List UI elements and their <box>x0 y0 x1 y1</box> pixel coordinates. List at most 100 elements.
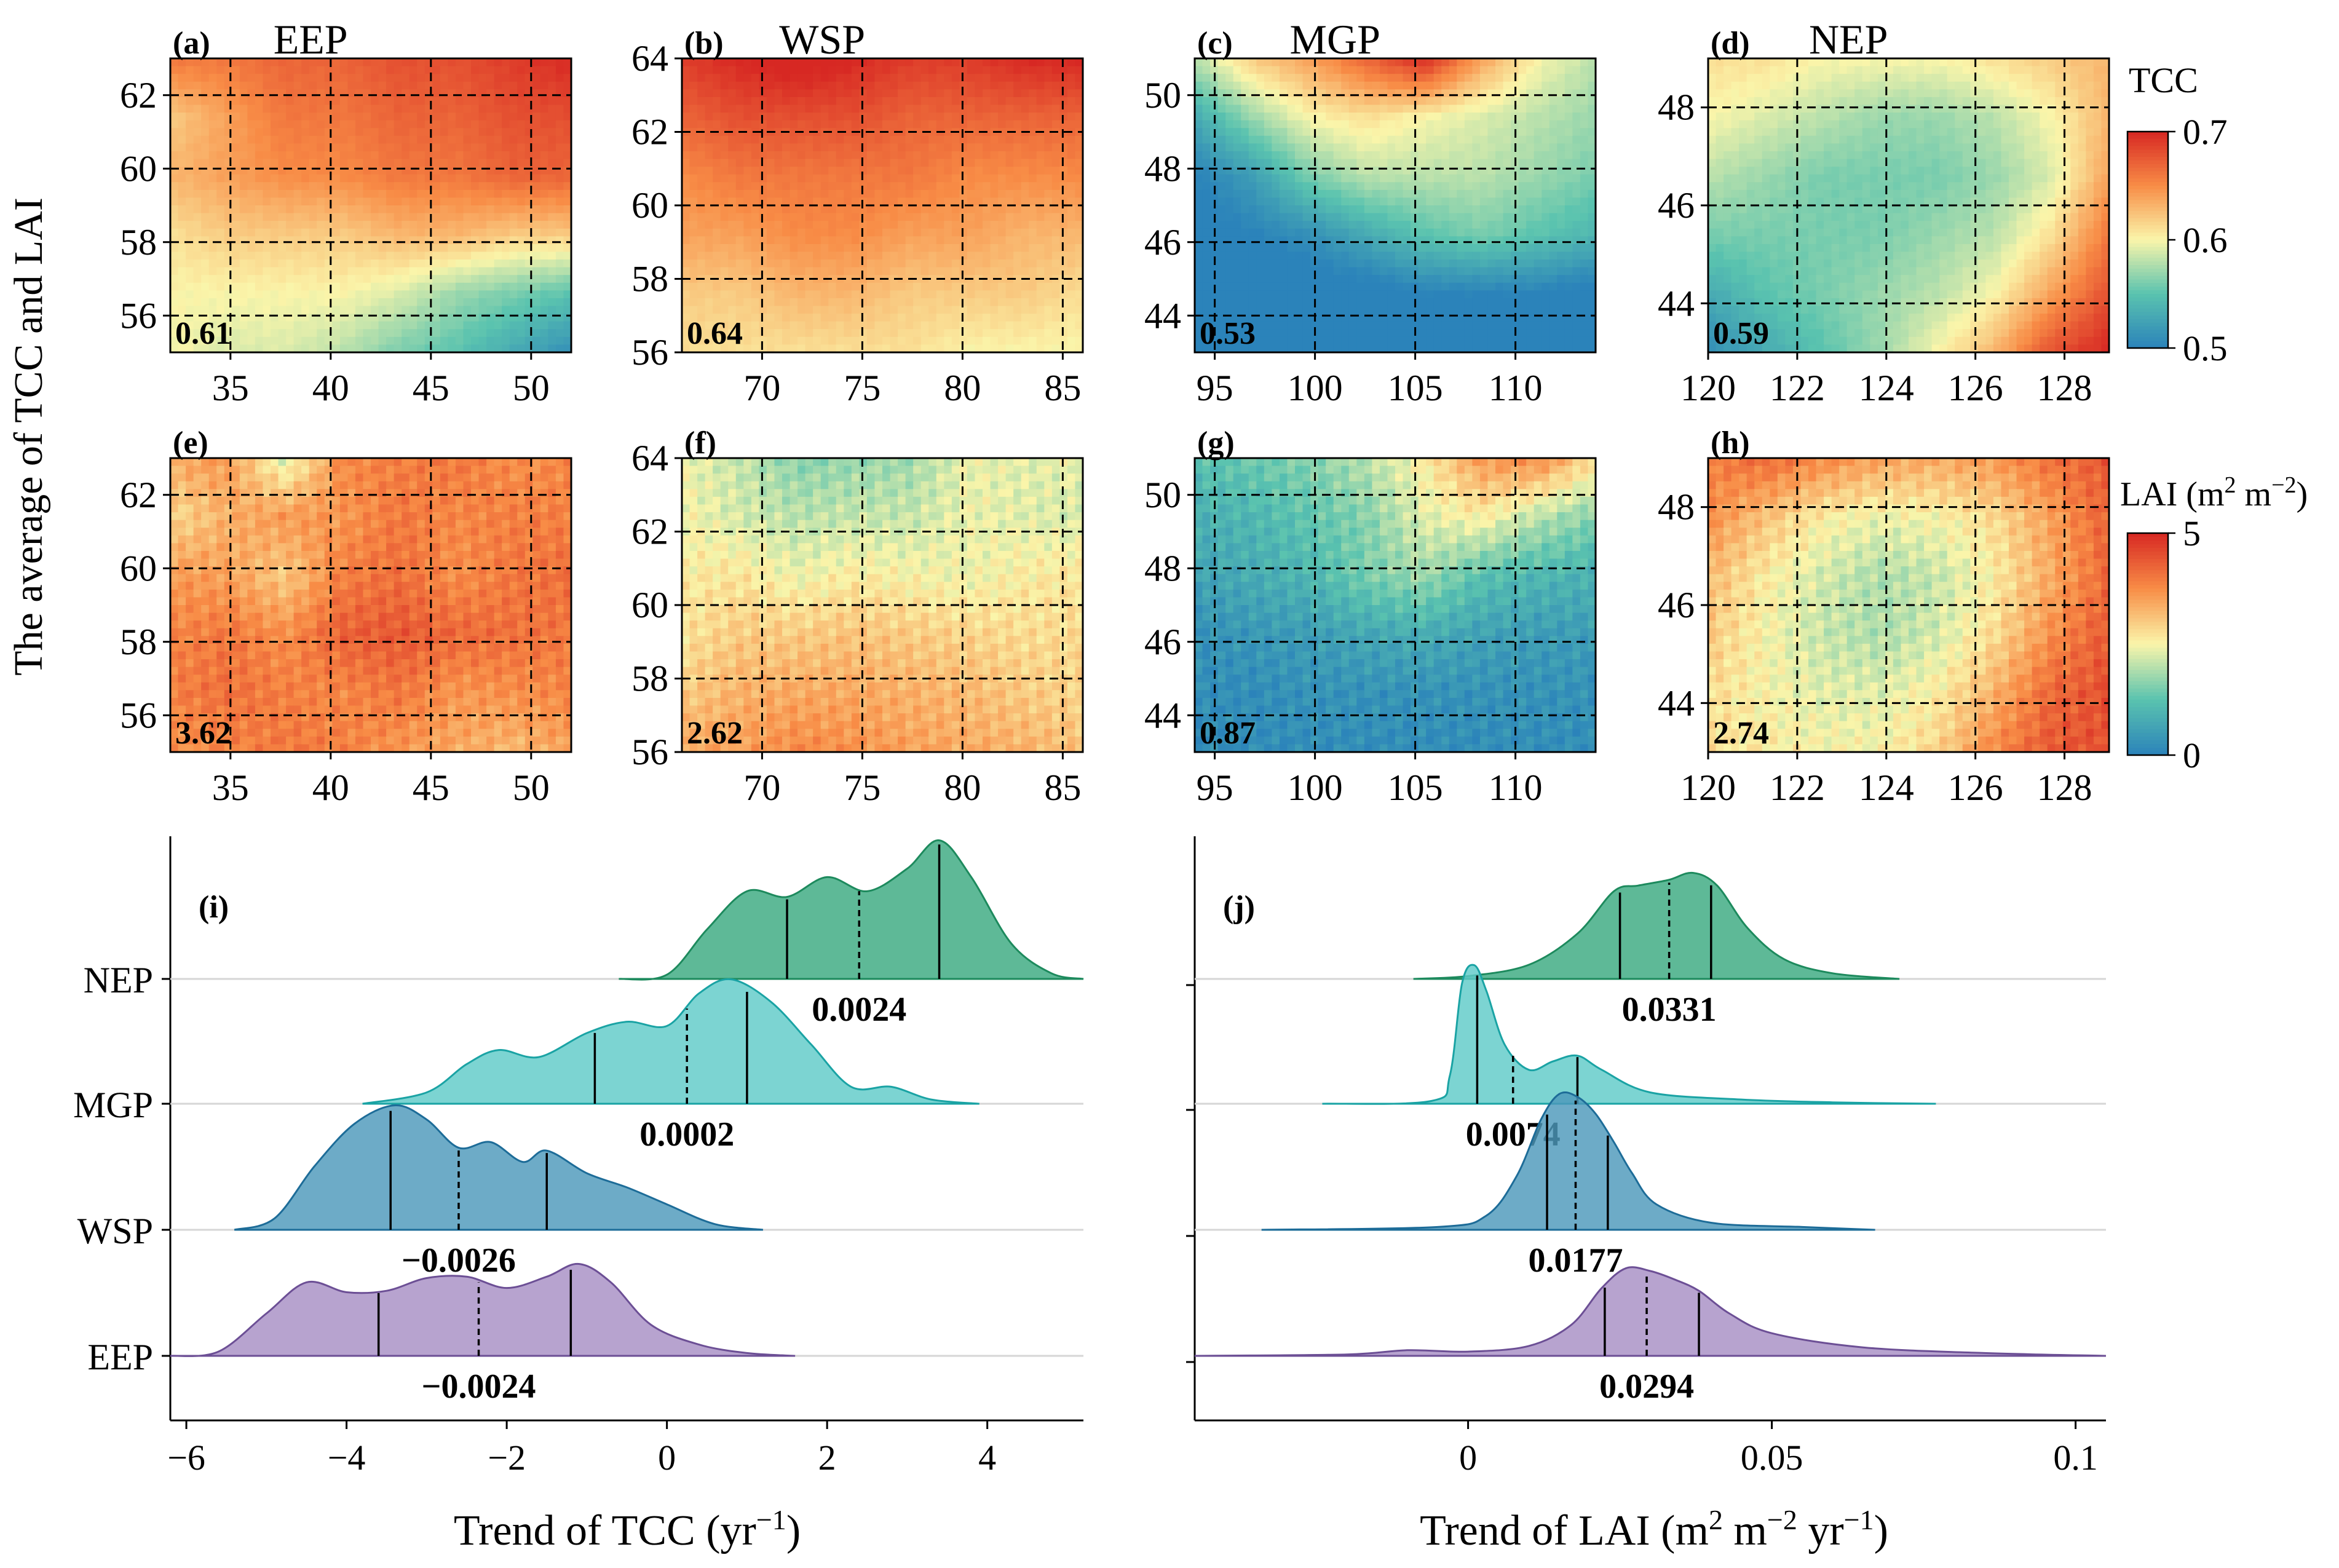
heatmap-cell <box>1449 74 1457 82</box>
heatmap-cell <box>494 143 502 152</box>
heatmap-cell <box>1233 89 1241 98</box>
heatmap-cell <box>913 213 922 221</box>
heatmap-cell <box>1059 236 1068 245</box>
heatmap-cell <box>797 97 806 106</box>
heatmap-cell <box>1472 151 1481 160</box>
heatmap-cell <box>1364 66 1372 74</box>
heatmap-cell <box>378 89 387 98</box>
heatmap-cell <box>309 89 317 98</box>
heatmap-cell <box>263 128 271 137</box>
heatmap-cell <box>920 143 929 152</box>
heatmap-cell <box>689 74 698 82</box>
heatmap-cell <box>782 81 791 90</box>
heatmap-cell <box>1051 282 1060 291</box>
heatmap-cell <box>555 58 564 67</box>
heatmap-cell <box>689 167 698 175</box>
heatmap-cell <box>271 251 279 260</box>
heatmap-cell <box>844 228 852 237</box>
heatmap-cell <box>944 298 952 307</box>
heatmap-cell <box>689 290 698 299</box>
heatmap-cell <box>1295 128 1304 137</box>
heatmap-cell <box>1479 97 1489 106</box>
heatmap-cell <box>386 321 395 330</box>
heatmap-cell <box>394 89 402 98</box>
heatmap-cell <box>1487 89 1496 98</box>
heatmap-cell <box>1195 143 1203 152</box>
heatmap-cell <box>417 267 425 275</box>
heatmap-cell <box>555 89 564 98</box>
heatmap-cell <box>386 244 395 253</box>
heatmap-cell <box>371 74 379 82</box>
heatmap-cell <box>882 89 891 98</box>
heatmap-cell <box>355 306 364 314</box>
heatmap-cell <box>743 321 752 330</box>
heatmap-cell <box>898 167 906 175</box>
heatmap-cell <box>898 159 906 167</box>
heatmap-cell <box>463 182 472 191</box>
heatmap-cell <box>1433 58 1442 67</box>
heatmap-cell <box>239 182 248 191</box>
heatmap-cell <box>705 221 713 229</box>
heatmap-cell <box>417 236 425 245</box>
heatmap-cell <box>208 282 217 291</box>
heatmap-cell <box>186 275 194 283</box>
heatmap-cell <box>990 74 999 82</box>
heatmap-cell <box>990 97 999 106</box>
heatmap-cell <box>232 259 240 268</box>
heatmap-cell <box>920 182 929 191</box>
heatmap-cell <box>1029 336 1037 346</box>
heatmap-cell <box>548 213 556 221</box>
heatmap-cell <box>1067 143 1076 152</box>
heatmap-cell <box>455 182 464 191</box>
heatmap-cell <box>178 151 186 160</box>
heatmap-cell <box>417 213 425 221</box>
heatmap-cell <box>1318 159 1326 167</box>
heatmap-cell <box>208 182 217 191</box>
heatmap-cell <box>844 174 852 183</box>
heatmap-cell <box>682 189 691 199</box>
heatmap-cell <box>898 135 906 144</box>
heatmap-cell <box>286 159 295 167</box>
heatmap-cell <box>859 244 868 253</box>
heatmap-cell <box>998 105 1007 113</box>
heatmap-cell <box>502 321 510 330</box>
heatmap-cell <box>332 259 341 268</box>
heatmap-cell <box>790 236 798 245</box>
heatmap-cell <box>1318 143 1326 152</box>
heatmap-cell <box>471 298 480 307</box>
heatmap-cell <box>402 97 410 106</box>
heatmap-cell <box>766 205 775 214</box>
heatmap-cell <box>486 329 495 338</box>
heatmap-cell <box>1518 189 1527 199</box>
heatmap-cell <box>1256 143 1265 152</box>
heatmap-cell <box>1059 74 1068 82</box>
heatmap-cell <box>532 120 541 129</box>
heatmap-cell <box>540 159 548 167</box>
heatmap-cell <box>951 105 960 113</box>
heatmap-cell <box>1542 89 1550 98</box>
heatmap-cell <box>1364 189 1372 199</box>
heatmap-cell <box>201 244 210 253</box>
heatmap-cell <box>1264 97 1272 106</box>
heatmap-cell <box>432 143 441 152</box>
heatmap-cell <box>332 120 341 129</box>
heatmap-cell <box>774 321 783 330</box>
y-tick-label: 60 <box>120 148 157 189</box>
heatmap-cell <box>208 81 217 90</box>
heatmap-cell <box>820 182 829 191</box>
heatmap-cell <box>1287 105 1296 113</box>
heatmap-cell <box>1372 74 1380 82</box>
heatmap-cell <box>1542 113 1550 121</box>
heatmap-cell <box>216 89 225 98</box>
heatmap-cell <box>1013 298 1022 307</box>
heatmap-cell <box>263 74 271 82</box>
heatmap-cell <box>263 259 271 268</box>
heatmap-cell <box>1013 228 1022 237</box>
heatmap-cell <box>1433 151 1442 160</box>
heatmap-cell <box>1302 105 1311 113</box>
heatmap-cell <box>828 298 837 307</box>
heatmap-cell <box>478 97 487 106</box>
heatmap-cell <box>920 236 929 245</box>
heatmap-cell <box>1364 182 1372 191</box>
heatmap-cell <box>1241 189 1249 199</box>
